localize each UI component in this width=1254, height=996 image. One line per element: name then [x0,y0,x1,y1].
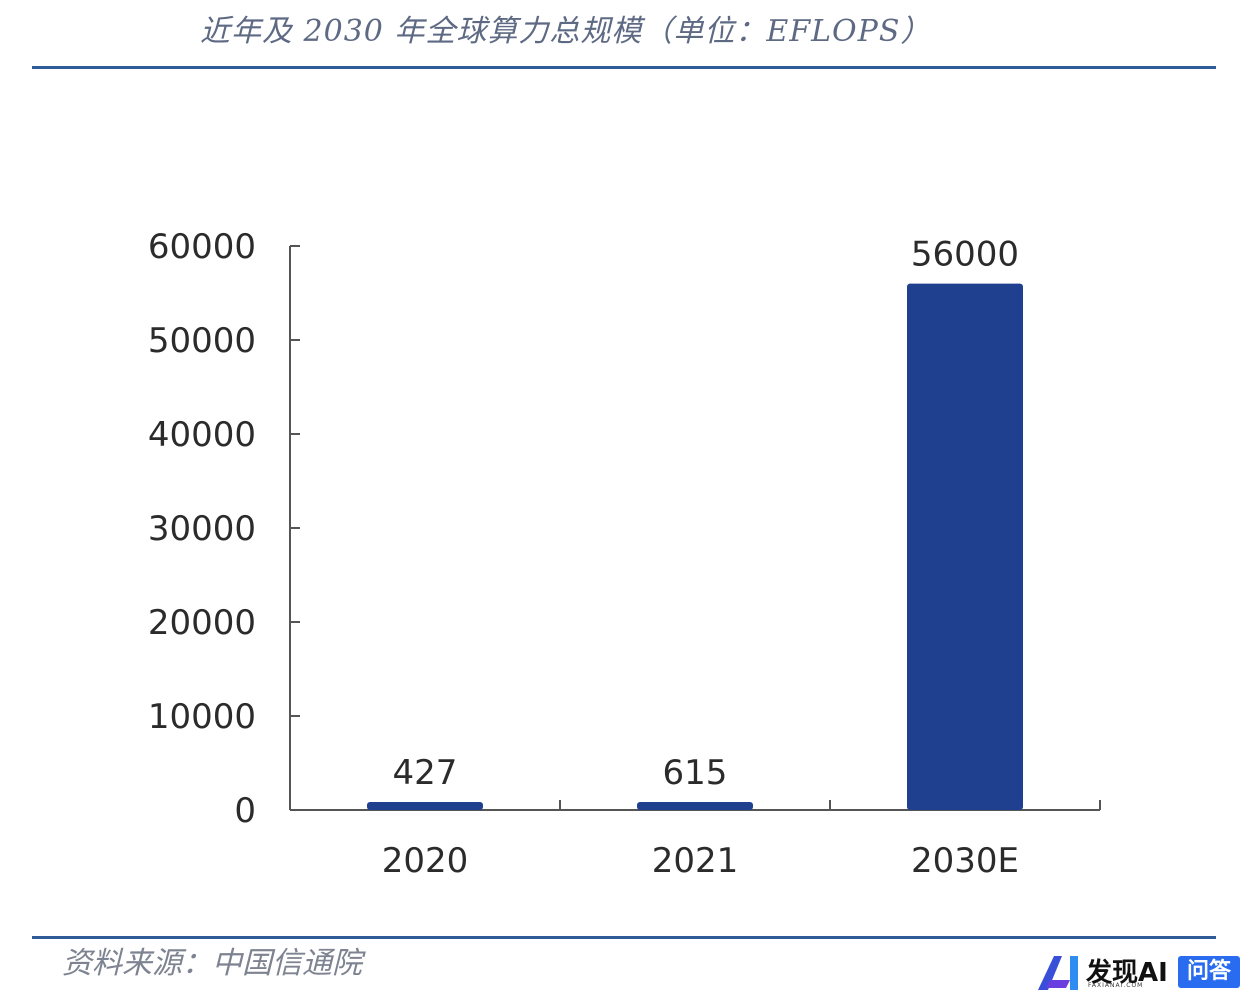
x-tick-label: 2030E [911,841,1019,881]
source-note: 资料来源：中国信通院 [62,946,362,981]
watermark-brand: 发现AI [1086,958,1168,988]
y-tick-label: 60000 [148,227,256,267]
bar-2030E [907,283,1023,811]
bottom-divider [32,936,1216,939]
bar-2020 [367,802,483,810]
bar-chart: 0 10000 20000 30000 40000 50000 60000 427 615 56… [148,227,1101,881]
y-tick-label: 10000 [148,697,256,737]
chart-bars [367,283,1023,811]
watermark: 发现AI FAXIANAI.COM 问答 [1036,952,1246,992]
y-tick-label: 30000 [148,509,256,549]
y-tick-label: 40000 [148,415,256,455]
bar-2021 [637,802,753,810]
y-tick-label: 50000 [148,321,256,361]
top-divider [32,66,1216,69]
data-label-2020: 427 [393,753,458,793]
watermark-badge: 问答 [1178,956,1240,988]
y-axis-ticks: 0 10000 20000 30000 40000 50000 60000 [148,227,300,831]
chart-title: 近年及 2030 年全球算力总规模（单位：EFLOPS） [200,14,932,49]
x-tick-label: 2020 [382,841,469,881]
brand-logo-icon [1038,956,1078,990]
data-label-2021: 615 [663,753,728,793]
y-tick-label: 20000 [148,603,256,643]
x-axis-ticks: 2020 2021 2030E [382,800,1101,881]
data-labels: 427 615 56000 [393,235,1020,793]
watermark-sub: FAXIANAI.COM [1088,982,1144,989]
data-label-2030E: 56000 [911,235,1019,275]
x-tick-label: 2021 [652,841,739,881]
y-tick-label: 0 [234,791,256,831]
